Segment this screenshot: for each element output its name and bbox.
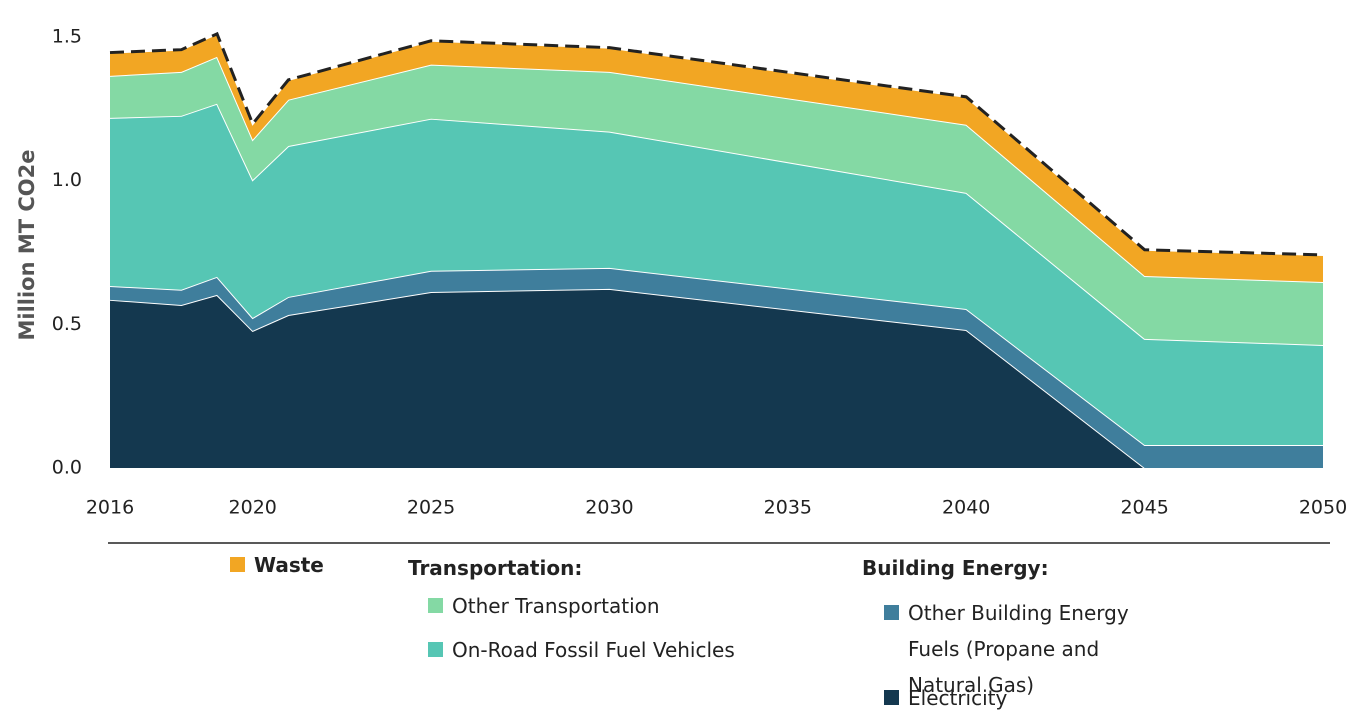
legend-label: Other Building Energy Fuels (Propane and… <box>908 601 1129 697</box>
y-tick-label: 1.0 <box>52 169 82 191</box>
y-tick-label: 0.5 <box>52 313 82 335</box>
x-tick-label: 2035 <box>764 497 812 519</box>
legend-label: Electricity <box>908 686 1008 710</box>
legend-heading: Transportation: <box>408 556 583 580</box>
total-line <box>109 31 1324 257</box>
legend-label: On-Road Fossil Fuel Vehicles <box>452 638 735 662</box>
x-tick-label: 2020 <box>229 497 277 519</box>
area <box>110 288 1323 468</box>
x-tick-label: 2025 <box>407 497 455 519</box>
legend-swatch <box>884 690 899 705</box>
y-tick-label: 0.0 <box>52 457 82 479</box>
area <box>110 103 1323 446</box>
y-axis-label: Million MT CO2e <box>15 149 39 340</box>
legend-label: Waste <box>254 553 324 577</box>
area <box>110 267 1323 468</box>
legend-label: Other Transportation <box>452 594 660 618</box>
legend-swatch <box>428 598 443 613</box>
area <box>110 33 1323 282</box>
legend-swatch <box>884 605 899 620</box>
x-tick-label: 2045 <box>1120 497 1168 519</box>
legend-swatch <box>230 557 245 572</box>
x-tick-label: 2016 <box>86 497 134 519</box>
x-tick-label: 2040 <box>942 497 990 519</box>
x-tick-label: 2030 <box>585 497 633 519</box>
x-tick-label: 2050 <box>1299 497 1347 519</box>
area <box>110 56 1323 345</box>
y-tick-label: 1.5 <box>52 25 82 47</box>
legend-swatch <box>428 642 443 657</box>
legend-heading: Building Energy: <box>862 556 1049 580</box>
